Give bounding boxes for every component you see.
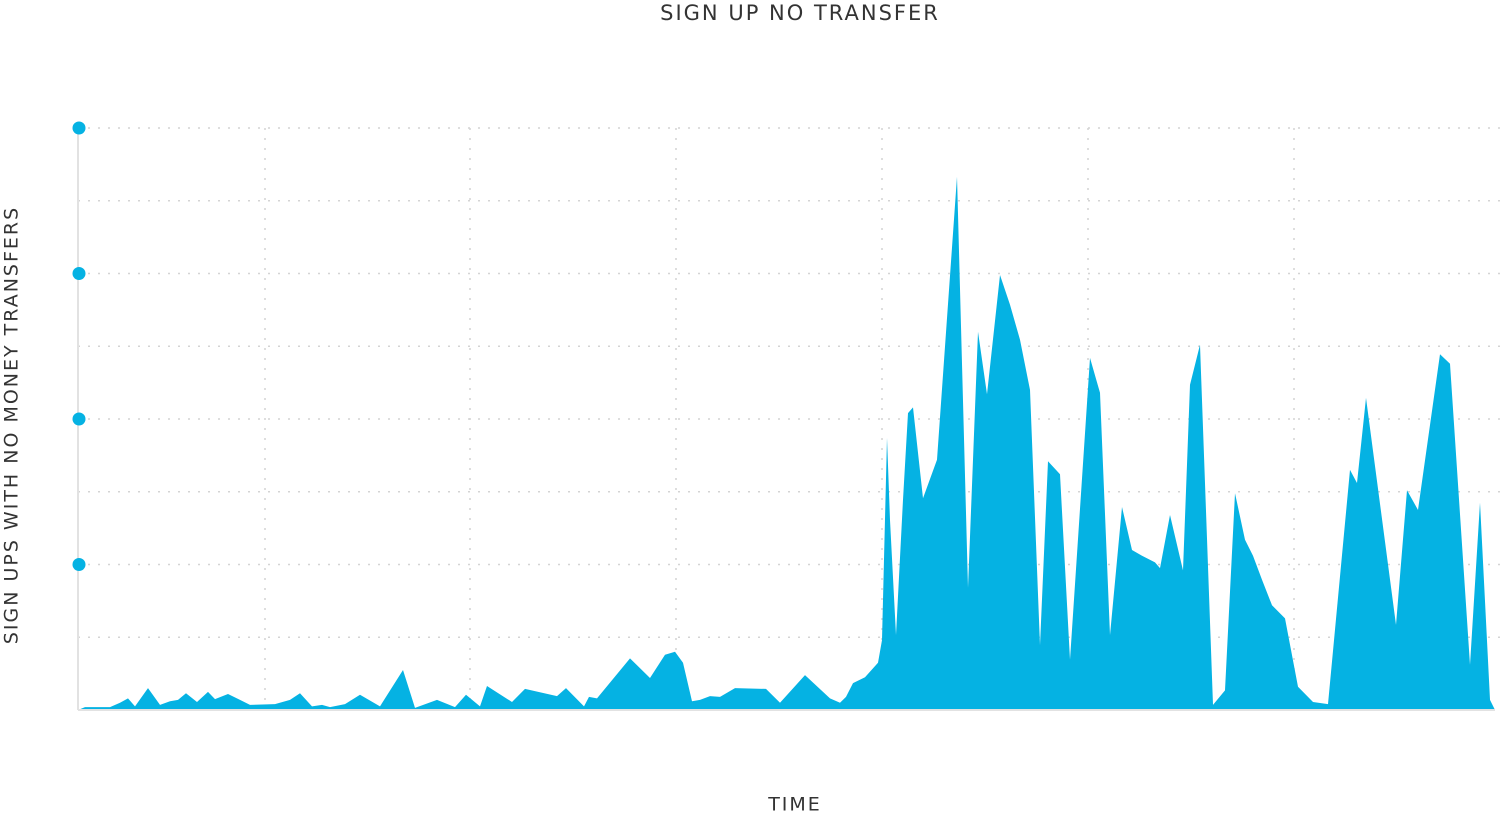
y-tick-dot <box>72 412 86 426</box>
area <box>78 176 1495 710</box>
y-tick-dot <box>72 558 86 571</box>
y-axis-label: SIGN UPS WITH NO MONEY TRANSFERS <box>1 206 23 644</box>
y-tick-dot <box>72 267 86 280</box>
y-tick-dot <box>72 121 86 135</box>
x-axis-label: TIME <box>767 794 822 816</box>
chart-title: SIGN UP NO TRANSFER <box>660 1 940 25</box>
